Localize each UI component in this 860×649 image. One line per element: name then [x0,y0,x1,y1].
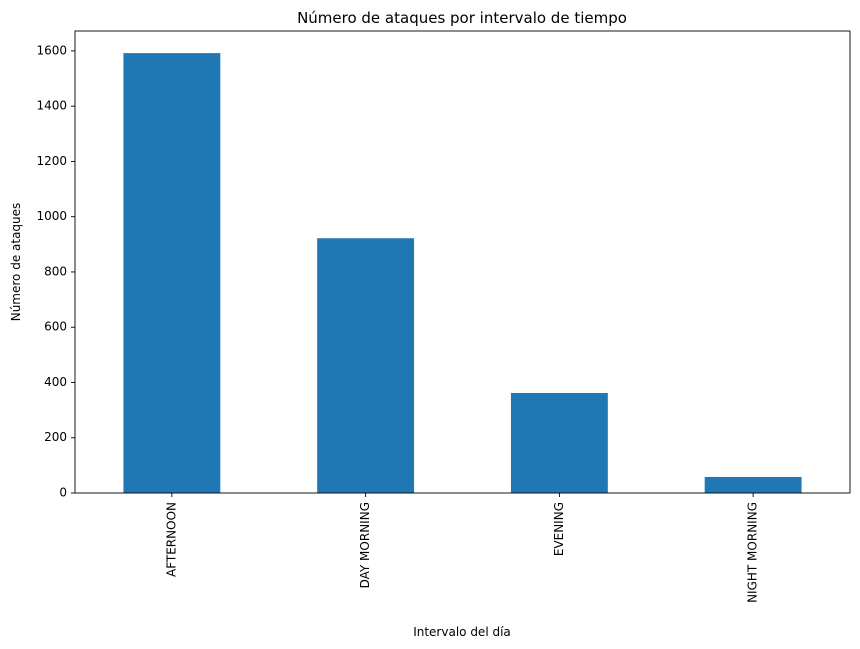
bar-afternoon [123,53,221,494]
y-tick-label: 1000 [36,209,67,223]
y-tick-label: 1600 [36,43,67,57]
x-tick-label: NIGHT MORNING [746,502,760,603]
x-tick-label: AFTERNOON [164,502,178,577]
y-tick-label: 200 [44,430,67,444]
x-tick-label: EVENING [552,502,566,556]
y-tick-label: 400 [44,375,67,389]
plot-area: AFTERNOON DAY MORNING EVENING NIGHT MORNING… [36,43,802,603]
bar-evening [510,392,608,493]
chart-title: Número de ataques por intervalo de tiemp… [297,9,627,27]
y-tick-label: 600 [44,320,67,334]
bar-day-morning [317,238,415,493]
y-axis-label: Número de ataques [9,203,23,322]
y-tick-label: 1400 [36,99,67,113]
plot-frame [74,30,851,494]
y-tick-label: 1200 [36,154,67,168]
y-tick-label: 0 [59,486,67,500]
bar-night-morning [704,476,802,493]
x-tick-label: DAY MORNING [358,502,372,588]
y-tick-label: 800 [44,264,67,278]
x-axis-label: Intervalo del día [413,625,511,639]
